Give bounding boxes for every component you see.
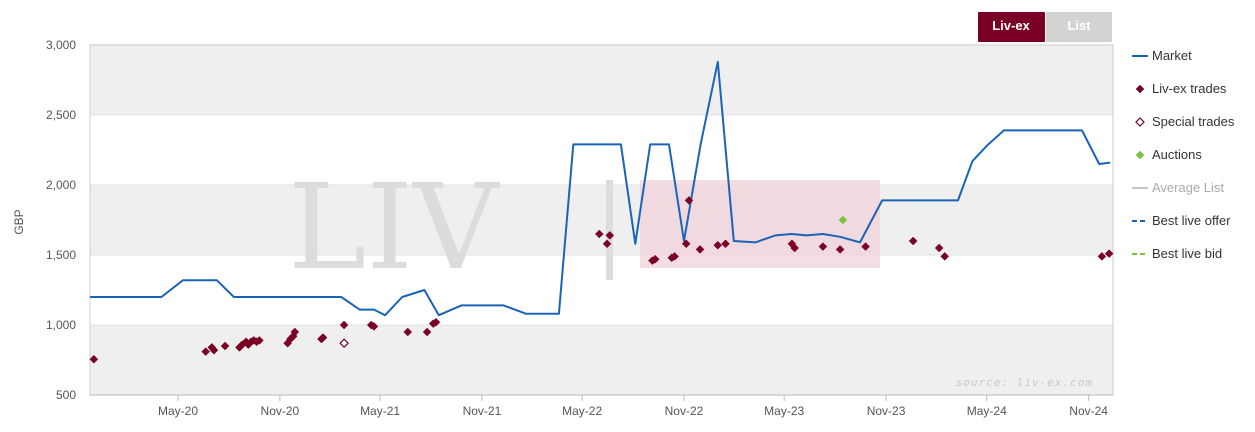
watermark-divider bbox=[606, 180, 613, 280]
point-liv-ex-trades bbox=[369, 322, 379, 331]
point-liv-ex-trades bbox=[1097, 252, 1107, 261]
point-liv-ex-trades bbox=[681, 239, 691, 249]
legend-label: Auctions bbox=[1152, 147, 1202, 162]
point-liv-ex-trades bbox=[861, 242, 870, 251]
plot-band bbox=[90, 255, 1113, 325]
y-tick-label: 1,000 bbox=[46, 318, 76, 332]
point-liv-ex-trades bbox=[290, 327, 300, 337]
x-axis: May-20 Nov-20 May-21 Nov-21 May-22 Nov-22 May-… bbox=[90, 394, 1113, 418]
point-liv-ex-trades bbox=[422, 327, 432, 337]
point-liv-ex-trades bbox=[934, 243, 944, 253]
y-axis-title: GBP bbox=[12, 209, 26, 234]
legend-item-special-trades[interactable]: Special trades bbox=[1135, 114, 1235, 129]
tab-livex-bg bbox=[978, 12, 1045, 42]
point-liv-ex-trades bbox=[650, 254, 660, 264]
legend-swatch bbox=[1135, 150, 1145, 160]
plot-band bbox=[90, 115, 1113, 185]
legend-item-liv-ex-trades[interactable]: Liv-ex trades bbox=[1135, 81, 1227, 96]
legend-swatch bbox=[1135, 117, 1145, 127]
legend-label: Liv-ex trades bbox=[1152, 81, 1227, 96]
y-tick-label: 3,000 bbox=[46, 38, 76, 52]
watermark-liv: LIV bbox=[288, 158, 500, 296]
point-liv-ex-trades bbox=[818, 242, 828, 251]
point-liv-ex-trades bbox=[209, 345, 219, 355]
tab-list[interactable]: List bbox=[1046, 12, 1112, 42]
point-liv-ex-trades bbox=[605, 231, 615, 240]
x-tick-label: May-20 bbox=[158, 404, 198, 418]
point-liv-ex-trades bbox=[431, 317, 441, 327]
x-tick-label: Nov-23 bbox=[867, 404, 906, 418]
point-liv-ex-trades bbox=[220, 341, 230, 351]
series-line-market bbox=[90, 60, 1111, 317]
point-liv-ex-trades bbox=[790, 243, 800, 253]
source-note: source: liv-ex.com bbox=[956, 376, 1093, 389]
legend-item-average-list[interactable]: Average List bbox=[1132, 180, 1224, 195]
point-liv-ex-trades bbox=[670, 252, 679, 261]
point-liv-ex-trades bbox=[940, 252, 950, 261]
plot-bands bbox=[90, 45, 1113, 395]
x-tick-label: Nov-20 bbox=[261, 404, 300, 418]
tab-livex[interactable]: Liv-ex bbox=[978, 12, 1045, 42]
x-tick-label: Nov-24 bbox=[1069, 404, 1108, 418]
x-tick-label: Nov-21 bbox=[463, 404, 502, 418]
point-liv-ex-trades bbox=[684, 196, 694, 205]
legend-label: Average List bbox=[1152, 180, 1224, 195]
series-layer bbox=[89, 60, 1114, 364]
point-liv-ex-trades bbox=[318, 333, 328, 342]
y-tick-label: 1,500 bbox=[46, 248, 76, 262]
point-liv-ex-trades bbox=[594, 229, 604, 239]
legend-label: Special trades bbox=[1152, 114, 1235, 129]
legend-item-auctions[interactable]: Auctions bbox=[1135, 147, 1202, 162]
tab-bar: Liv-ex List bbox=[978, 12, 1112, 42]
tab-livex-label: Liv-ex bbox=[992, 18, 1030, 33]
tab-list-label: List bbox=[1067, 18, 1091, 33]
legend-swatch bbox=[1135, 84, 1145, 94]
legend-label: Best live bid bbox=[1152, 246, 1222, 261]
point-liv-ex-trades bbox=[721, 239, 730, 249]
point-liv-ex-trades bbox=[201, 347, 211, 356]
plot-band bbox=[90, 45, 1113, 115]
y-tick-label: 500 bbox=[56, 388, 76, 402]
plot-band bbox=[90, 325, 1113, 395]
x-tick-label: May-21 bbox=[360, 404, 400, 418]
legend-label: Best live offer bbox=[1152, 213, 1231, 228]
point-liv-ex-trades bbox=[403, 327, 413, 337]
x-tick-label: May-24 bbox=[967, 404, 1007, 418]
x-tick-label: May-22 bbox=[562, 404, 602, 418]
point-auctions bbox=[838, 215, 848, 225]
point-liv-ex-trades bbox=[1104, 249, 1114, 258]
point-liv-ex-trades bbox=[602, 239, 612, 249]
plot-background bbox=[89, 44, 1114, 396]
point-liv-ex-trades bbox=[255, 336, 264, 345]
point-liv-ex-trades bbox=[835, 245, 845, 254]
watermark: LIV bbox=[288, 158, 880, 296]
plot-band bbox=[90, 185, 1113, 255]
point-liv-ex-trades bbox=[908, 236, 918, 246]
point-special-trades bbox=[339, 338, 349, 349]
y-tick-label: 2,500 bbox=[46, 108, 76, 122]
y-axis: 500 1,000 1,500 2,000 2,500 3,000 bbox=[46, 38, 76, 402]
legend-item-best-live-bid[interactable]: Best live bid bbox=[1132, 246, 1222, 261]
tab-list-bg bbox=[1046, 12, 1112, 42]
point-liv-ex-trades bbox=[339, 320, 349, 330]
y-tick-label: 2,000 bbox=[46, 178, 76, 192]
legend-item-market[interactable]: Market bbox=[1132, 48, 1192, 63]
legend-item-best-live-offer[interactable]: Best live offer bbox=[1132, 213, 1231, 228]
point-liv-ex-trades bbox=[695, 245, 705, 254]
x-tick-label: May-23 bbox=[764, 404, 804, 418]
x-tick-label: Nov-22 bbox=[665, 404, 704, 418]
point-liv-ex-trades bbox=[89, 354, 99, 364]
legend-label: Market bbox=[1152, 48, 1192, 63]
point-liv-ex-trades bbox=[713, 240, 723, 250]
legend: Market Liv-ex trades Special trades Auction… bbox=[1132, 48, 1235, 261]
